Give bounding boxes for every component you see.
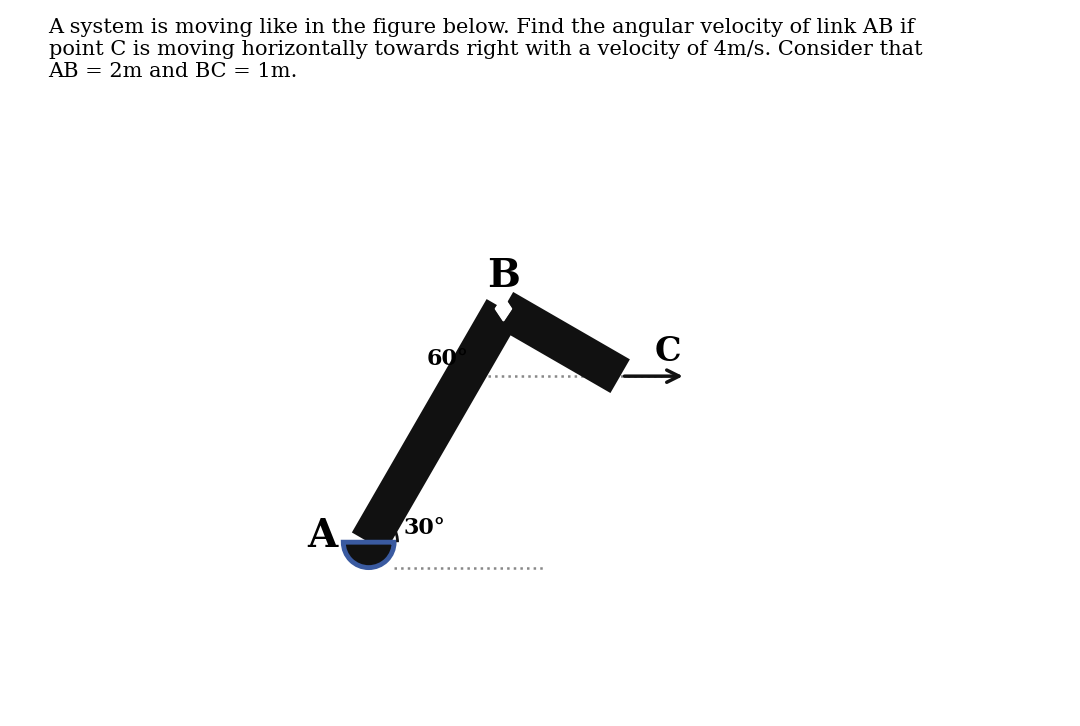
Text: 30°: 30°: [403, 518, 445, 539]
Text: A: A: [308, 517, 338, 555]
Text: 60°: 60°: [427, 348, 469, 370]
Polygon shape: [496, 297, 511, 320]
Text: AB = 2m and BC = 1m.: AB = 2m and BC = 1m.: [49, 62, 298, 81]
Text: A system is moving like in the figure below. Find the angular velocity of link A: A system is moving like in the figure be…: [49, 18, 915, 37]
Text: point C is moving horizontally towards right with a velocity of 4m/s. Consider t: point C is moving horizontally towards r…: [49, 40, 922, 59]
Text: B: B: [487, 258, 519, 295]
Wedge shape: [343, 542, 394, 568]
Text: C: C: [654, 335, 681, 368]
